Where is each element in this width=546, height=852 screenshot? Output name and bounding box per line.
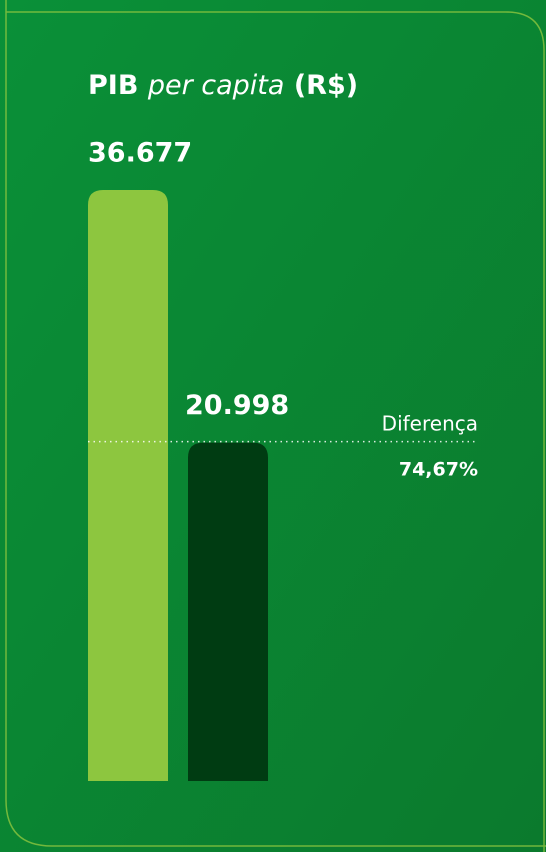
- bar: [88, 190, 168, 781]
- annotation-value: 74,67%: [399, 459, 478, 481]
- bar: [188, 442, 268, 781]
- annotation-label: Diferença: [382, 412, 478, 436]
- value-label: 20.998: [185, 390, 289, 421]
- card-border: [5, 0, 546, 852]
- value-label: 36.677: [88, 138, 192, 169]
- chart-title: PIB per capita (R$): [88, 70, 358, 101]
